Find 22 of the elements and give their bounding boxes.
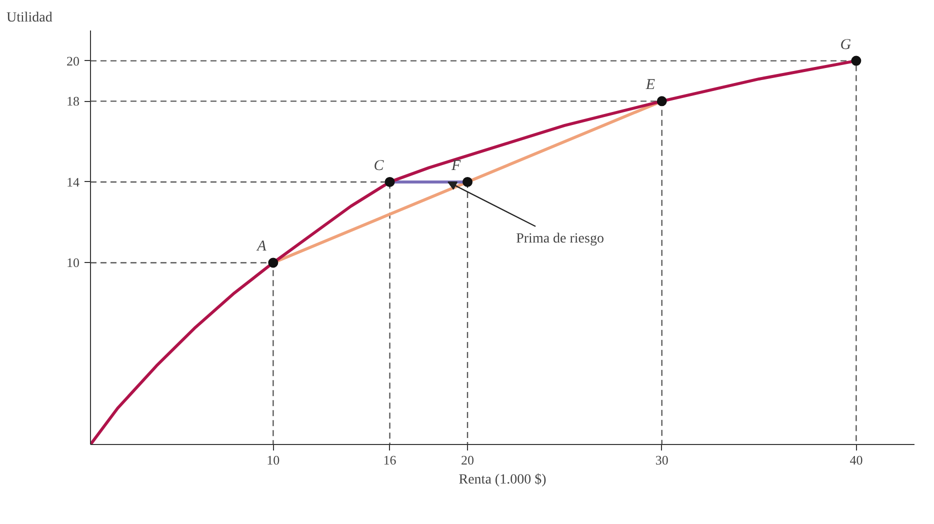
point (851, 56, 862, 66)
point (656, 96, 667, 106)
y-tick-label: 14 (66, 174, 80, 190)
annotation: C (374, 158, 385, 174)
x-tick-label: 10 (266, 452, 280, 468)
point (462, 176, 473, 187)
x-tick-label: 40 (850, 452, 863, 468)
y-tick-label: 20 (66, 53, 80, 68)
annotation: A (256, 238, 268, 255)
y-axis-title: Utilidad (6, 10, 52, 26)
annotation: F (450, 158, 462, 174)
x-tick-label: 16 (383, 452, 397, 468)
y-tick-label: 10 (66, 255, 80, 270)
annotation: G (840, 36, 852, 53)
x-tick-label: 20 (461, 452, 474, 468)
y-tick-label: 18 (66, 94, 80, 109)
x-axis-title: Renta (1.000 $) (458, 472, 547, 488)
point (268, 258, 278, 268)
annotation: E (644, 77, 656, 94)
annotation: Prima de riesgo (516, 232, 604, 247)
point (384, 176, 395, 187)
x-tick-label: 30 (655, 452, 668, 468)
